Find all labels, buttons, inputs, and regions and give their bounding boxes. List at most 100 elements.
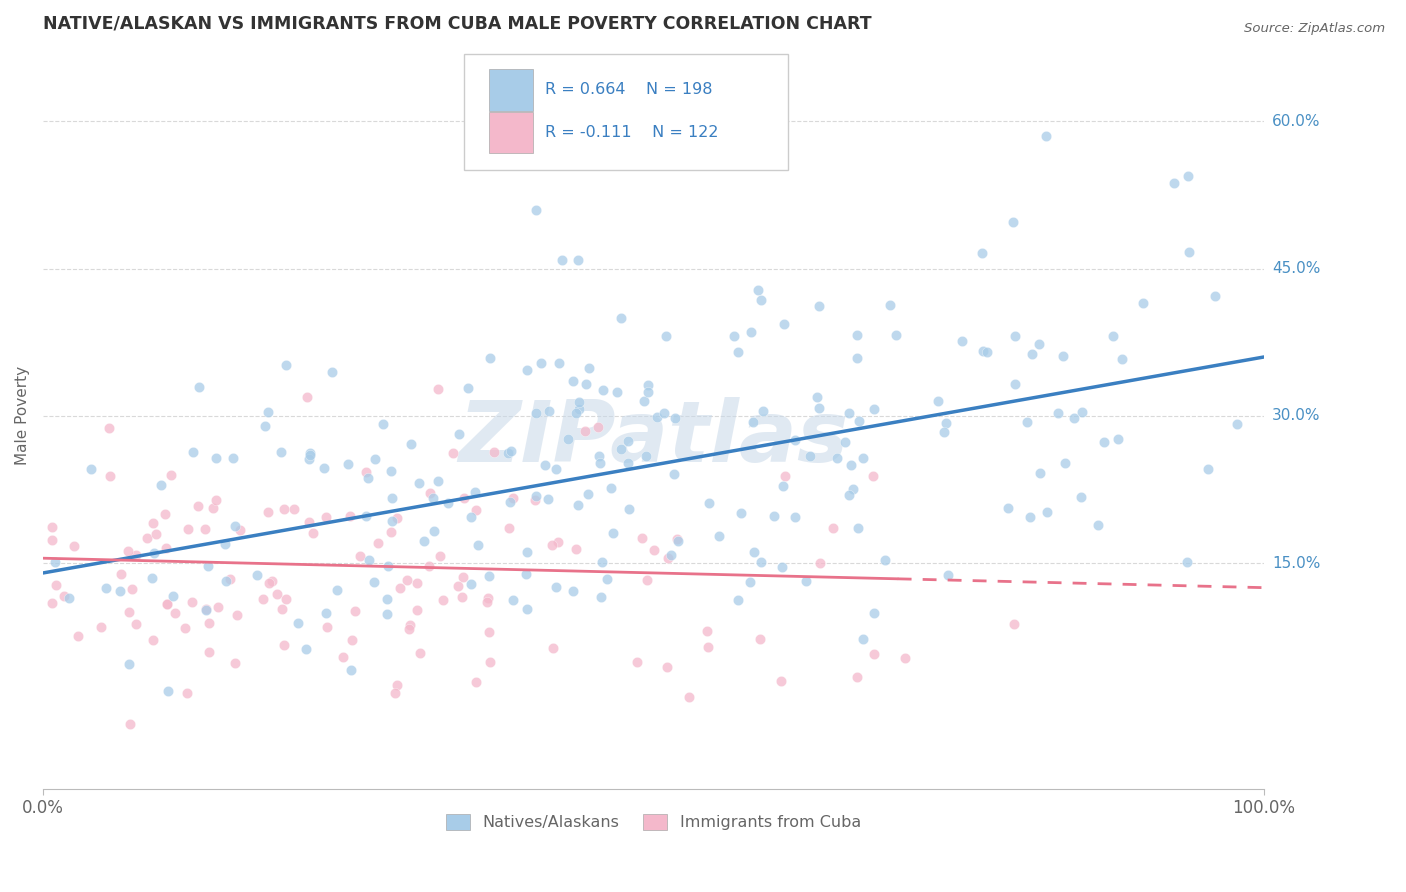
Point bbox=[375, 591, 398, 606]
Point bbox=[349, 549, 371, 563]
Point bbox=[502, 491, 524, 505]
Point bbox=[1071, 405, 1094, 419]
Point bbox=[125, 548, 148, 562]
Point bbox=[806, 390, 828, 404]
Point bbox=[617, 457, 640, 471]
Point bbox=[544, 580, 567, 594]
Point bbox=[1004, 377, 1026, 392]
Point bbox=[610, 442, 633, 456]
Point bbox=[773, 468, 796, 483]
Point bbox=[727, 345, 749, 359]
Point bbox=[1029, 467, 1052, 481]
Point bbox=[1132, 295, 1154, 310]
Point bbox=[406, 575, 429, 590]
Point bbox=[574, 424, 596, 438]
Point bbox=[808, 556, 831, 570]
Point bbox=[453, 491, 475, 505]
Point bbox=[197, 644, 219, 658]
Point bbox=[118, 657, 141, 672]
Point bbox=[177, 522, 200, 536]
Point bbox=[299, 448, 322, 462]
Point bbox=[524, 489, 547, 503]
Point bbox=[202, 500, 225, 515]
Point bbox=[938, 567, 960, 582]
Point bbox=[515, 566, 537, 581]
Point bbox=[515, 602, 537, 616]
Point bbox=[283, 502, 305, 516]
Point bbox=[742, 545, 765, 559]
Point bbox=[387, 510, 409, 524]
Point bbox=[1002, 616, 1025, 631]
Point bbox=[367, 536, 389, 550]
Point bbox=[935, 416, 957, 430]
Point bbox=[157, 683, 180, 698]
Point bbox=[336, 457, 359, 471]
Point bbox=[501, 444, 523, 458]
Point bbox=[467, 538, 489, 552]
Point bbox=[354, 509, 377, 524]
Point bbox=[398, 622, 420, 636]
Point bbox=[246, 567, 269, 582]
Point bbox=[602, 526, 624, 541]
Point bbox=[441, 445, 464, 459]
Point bbox=[586, 420, 609, 434]
Point bbox=[399, 437, 422, 451]
Point bbox=[576, 487, 599, 501]
Point bbox=[41, 520, 63, 534]
Point bbox=[875, 552, 897, 566]
Point bbox=[496, 446, 519, 460]
Point bbox=[659, 549, 682, 563]
Point bbox=[156, 597, 179, 611]
Point bbox=[90, 620, 112, 634]
Point bbox=[478, 655, 501, 669]
Point bbox=[633, 394, 655, 409]
Point bbox=[155, 541, 177, 555]
Point bbox=[464, 675, 486, 690]
Point bbox=[451, 569, 474, 583]
Point bbox=[770, 560, 793, 574]
FancyBboxPatch shape bbox=[464, 54, 787, 169]
Point bbox=[274, 358, 297, 372]
Text: 30.0%: 30.0% bbox=[1272, 409, 1320, 424]
Text: R = 0.664    N = 198: R = 0.664 N = 198 bbox=[546, 82, 713, 97]
Point bbox=[387, 678, 409, 692]
Point bbox=[340, 663, 363, 677]
Point bbox=[136, 531, 159, 545]
Point bbox=[371, 417, 394, 432]
Point bbox=[409, 646, 432, 660]
Point bbox=[927, 394, 949, 409]
Point bbox=[149, 478, 172, 492]
Point bbox=[287, 615, 309, 630]
Point bbox=[1001, 214, 1024, 228]
Point bbox=[418, 559, 440, 574]
Point bbox=[98, 469, 121, 483]
Point bbox=[564, 406, 586, 420]
Point bbox=[381, 491, 404, 505]
Text: R = -0.111    N = 122: R = -0.111 N = 122 bbox=[546, 125, 718, 140]
Point bbox=[589, 591, 612, 605]
Point bbox=[257, 405, 280, 419]
Point bbox=[1226, 417, 1249, 431]
Point bbox=[610, 310, 633, 325]
Point bbox=[162, 589, 184, 603]
Point bbox=[478, 569, 501, 583]
Point bbox=[214, 574, 236, 589]
Point bbox=[606, 384, 628, 399]
Point bbox=[451, 590, 474, 604]
Point bbox=[271, 601, 294, 615]
Point bbox=[398, 618, 420, 632]
Text: Source: ZipAtlas.com: Source: ZipAtlas.com bbox=[1244, 22, 1385, 36]
Point bbox=[838, 406, 860, 420]
Point bbox=[567, 253, 589, 268]
Point bbox=[252, 591, 274, 606]
Text: 15.0%: 15.0% bbox=[1272, 556, 1320, 571]
Point bbox=[626, 656, 648, 670]
Point bbox=[181, 445, 204, 459]
Point bbox=[1107, 432, 1129, 446]
Point bbox=[432, 593, 454, 607]
Point bbox=[884, 327, 907, 342]
Point bbox=[548, 356, 571, 370]
Point bbox=[273, 638, 295, 652]
Point bbox=[478, 625, 501, 640]
Point bbox=[617, 502, 640, 516]
